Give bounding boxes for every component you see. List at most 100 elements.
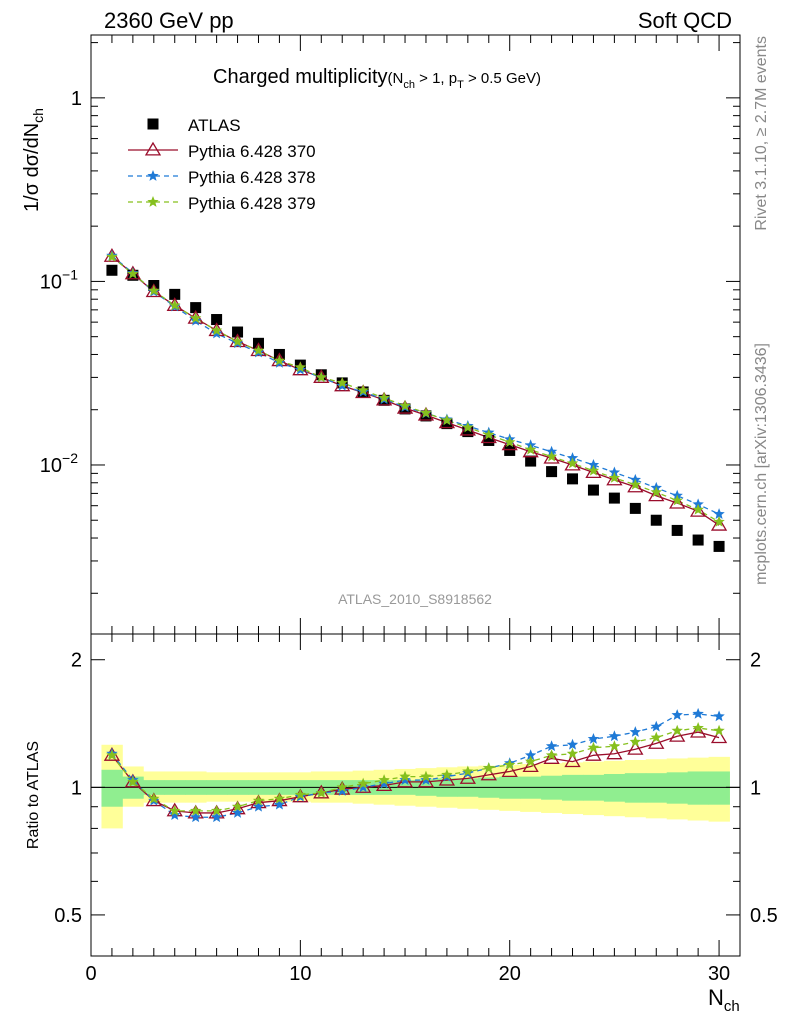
ratio-point-pythia-6-428-370: [669, 727, 686, 742]
ratio-point-pythia-6-428-370: [375, 777, 393, 792]
ratio-point-pythia-6-428-379: [399, 770, 411, 782]
point-atlas: [441, 418, 453, 430]
title-sub-mid: > 1, p: [415, 70, 457, 87]
point-pythia-6-428-370: [585, 464, 602, 479]
point-atlas: [629, 502, 641, 514]
point-atlas: [692, 534, 704, 546]
point-pythia-6-428-379: [629, 478, 642, 490]
y-axis-label-main: 1/σ dσ/dN: [21, 123, 43, 212]
point-atlas: [567, 473, 579, 485]
y-tick-label-top: 1: [71, 88, 82, 110]
ratio-point-pythia-6-428-379: [189, 804, 202, 816]
ratio-point-pythia-6-428-378: [713, 710, 725, 722]
point-pythia-6-428-379: [231, 335, 244, 347]
point-atlas: [587, 484, 599, 496]
ratio-point-pythia-6-428-378: [378, 777, 390, 789]
ratio-tick-label-right: 0.5: [750, 905, 778, 927]
legend-label-pythia-6-428-370: Pythia 6.428 370: [188, 142, 316, 161]
point-pythia-6-428-379: [315, 371, 327, 383]
point-atlas: [504, 444, 516, 456]
ratio-point-pythia-6-428-379: [336, 781, 348, 793]
point-pythia-6-428-370: [501, 436, 518, 451]
legend-marker-atlas: [147, 118, 159, 130]
ratio-point-pythia-6-428-379: [231, 800, 244, 812]
point-atlas: [608, 492, 620, 504]
point-pythia-6-428-370: [689, 502, 707, 517]
ratio-point-pythia-6-428-379: [357, 777, 369, 789]
point-pythia-6-428-379: [462, 421, 474, 433]
point-pythia-6-428-370: [438, 414, 456, 429]
point-pythia-6-428-379: [399, 399, 411, 411]
ratio-point-pythia-6-428-378: [169, 809, 181, 820]
ratio-point-pythia-6-428-379: [566, 747, 579, 759]
ratio-point-pythia-6-428-370: [648, 735, 665, 749]
point-pythia-6-428-378: [587, 458, 600, 470]
ratio-point-pythia-6-428-379: [504, 758, 516, 770]
point-pythia-6-428-379: [545, 450, 558, 462]
point-pythia-6-428-379: [273, 354, 286, 366]
ratio-point-pythia-6-428-378: [608, 730, 621, 742]
ratio-point-pythia-6-428-379: [127, 775, 139, 787]
ratio-point-pythia-6-428-379: [671, 724, 683, 736]
uncertainty-band-inner: [624, 773, 647, 803]
ratio-point-pythia-6-428-378: [231, 806, 244, 818]
y-axis-label-sub: ch: [30, 108, 46, 123]
uncertainty-band-inner: [666, 772, 689, 804]
ratio-point-pythia-6-428-379: [587, 741, 600, 753]
point-pythia-6-428-378: [713, 508, 725, 519]
point-atlas: [106, 264, 118, 276]
point-pythia-6-428-379: [524, 443, 537, 455]
ratio-point-pythia-6-428-379: [524, 755, 537, 767]
point-pythia-6-428-379: [106, 250, 118, 262]
main-panel: 1 10−1 10−2 0 10 20 30: [40, 34, 741, 985]
ratio-point-pythia-6-428-370: [606, 745, 623, 760]
series-line-pythia-6-428-378: [111, 255, 720, 515]
ratio-point-pythia-6-428-379: [148, 792, 160, 804]
point-pythia-6-428-370: [459, 421, 476, 436]
point-pythia-6-428-370: [606, 471, 623, 486]
point-pythia-6-428-370: [522, 443, 539, 458]
legend-label-atlas: ATLAS: [188, 116, 241, 135]
point-pythia-6-428-379: [608, 471, 621, 483]
ratio-point-pythia-6-428-379: [210, 804, 223, 816]
uncertainty-band-inner: [687, 771, 709, 805]
point-pythia-6-428-379: [692, 503, 704, 515]
point-atlas: [190, 302, 202, 314]
analysis-label: ATLAS_2010_S8918562: [338, 591, 492, 607]
point-pythia-6-428-379: [294, 361, 307, 373]
ratio-point-pythia-6-428-370: [543, 750, 560, 764]
ratio-point-pythia-6-428-379: [545, 749, 558, 761]
x-axis-label-sub: ch: [724, 998, 740, 1015]
y-axis-label: 1/σ dσ/dNch: [21, 108, 46, 212]
ratio-point-pythia-6-428-378: [587, 733, 600, 744]
ratio-tick-label-left: 2: [71, 650, 82, 672]
point-pythia-6-428-370: [480, 429, 497, 444]
point-pythia-6-428-379: [210, 324, 223, 336]
title-sub-end: > 0.5 GeV): [464, 70, 541, 87]
point-pythia-6-428-370: [543, 449, 560, 464]
legend: ATLAS Pythia 6.428 370 Pythia 6.428 378 Pyt…: [128, 116, 316, 213]
ratio-y-label: Ratio to ATLAS: [25, 741, 42, 849]
ratio-point-pythia-6-428-379: [483, 762, 495, 773]
ratio-point-pythia-6-428-378: [566, 738, 579, 750]
point-atlas: [211, 314, 223, 326]
ratio-tick-label-left: 1: [71, 777, 82, 799]
header-left: 2360 GeV pp: [104, 8, 234, 33]
title-sub-ch: ch: [403, 79, 415, 91]
point-pythia-6-428-379: [169, 299, 181, 311]
ratio-point-pythia-6-428-378: [273, 798, 286, 810]
ratio-point-pythia-6-428-379: [629, 735, 642, 747]
ratio-point-pythia-6-428-379: [169, 804, 181, 816]
point-atlas: [650, 514, 662, 526]
point-pythia-6-428-379: [441, 414, 453, 426]
point-pythia-6-428-379: [252, 344, 265, 356]
ratio-point-pythia-6-428-379: [441, 768, 453, 780]
ratio-point-pythia-6-428-378: [524, 749, 537, 761]
x-axis-label: Nch: [708, 985, 740, 1015]
title-sub-open: (N: [388, 70, 404, 87]
point-pythia-6-428-370: [669, 494, 686, 509]
ratio-point-pythia-6-428-378: [210, 811, 223, 823]
legend-marker-pythia-6-428-370: [144, 141, 162, 156]
legend-marker-pythia-6-428-379: [147, 196, 159, 207]
point-atlas: [671, 524, 683, 536]
